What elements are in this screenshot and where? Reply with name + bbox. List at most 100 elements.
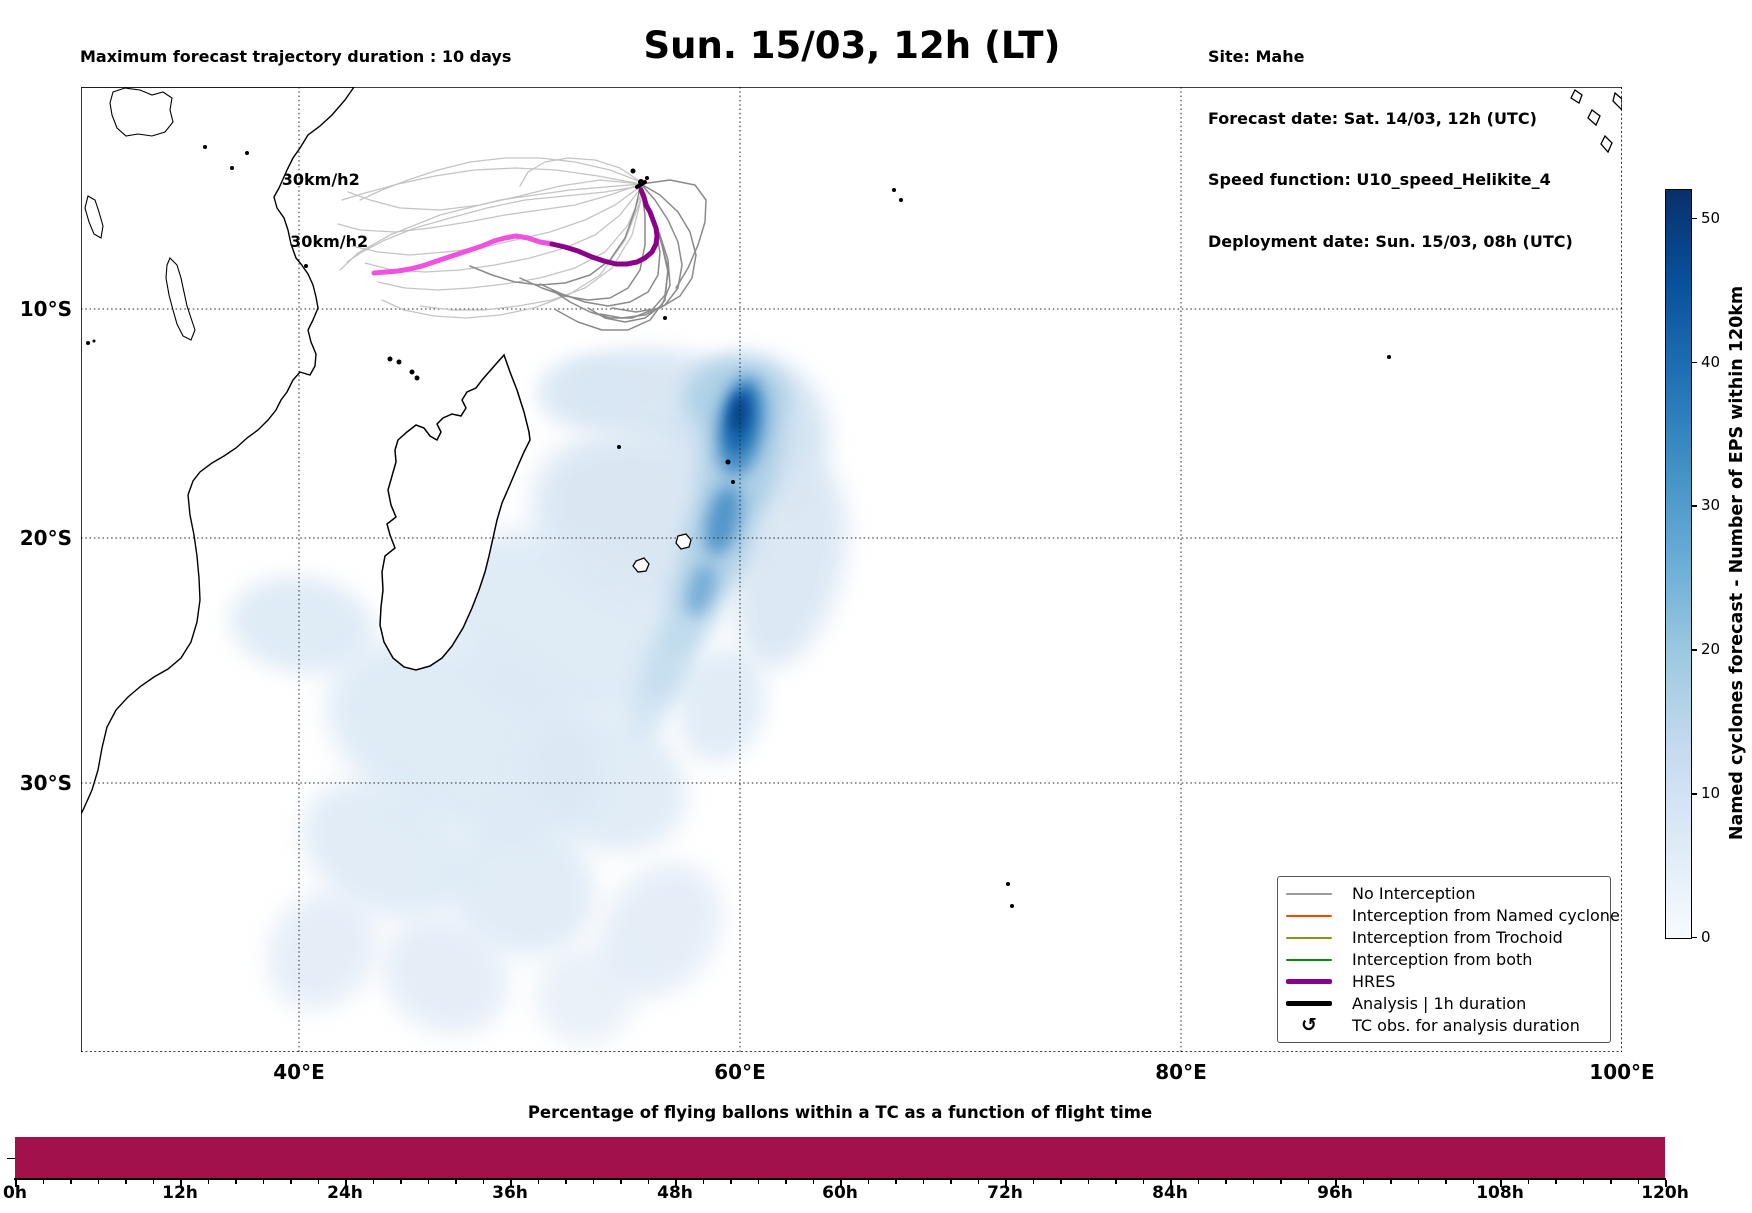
legend-item: ↺ TC obs. for analysis duration bbox=[1286, 1014, 1602, 1036]
legend-item-label: Interception from Trochoid bbox=[1352, 928, 1563, 948]
percentage-bar bbox=[15, 1137, 1665, 1178]
hres-track bbox=[549, 187, 660, 267]
eps-trajectory-light bbox=[351, 185, 642, 256]
island-outline bbox=[1587, 109, 1601, 127]
island-dot bbox=[396, 359, 402, 365]
island-dot bbox=[731, 480, 735, 484]
flight-time-tick-label: 0h bbox=[3, 1183, 27, 1203]
flight-time-minor-tick bbox=[702, 1179, 705, 1184]
flight-time-minor-tick bbox=[537, 1179, 540, 1184]
flight-time-minor-tick bbox=[1637, 1179, 1640, 1184]
eps-trajectory-light bbox=[337, 183, 642, 233]
lake-outline bbox=[84, 195, 104, 239]
legend-line-sample bbox=[1286, 978, 1332, 984]
flight-time-tick-label: 84h bbox=[1152, 1183, 1188, 1203]
legend-line-sample bbox=[1286, 892, 1332, 895]
flight-time-minor-tick bbox=[152, 1179, 155, 1184]
flight-time-tick-label: 36h bbox=[492, 1183, 528, 1203]
island-outline bbox=[1612, 91, 1622, 111]
eps-trajectory-dark bbox=[611, 183, 697, 313]
flight-time-tick-label: 96h bbox=[1317, 1183, 1353, 1203]
island-dot bbox=[645, 176, 649, 180]
figure-title: Sun. 15/03, 12h (LT) bbox=[643, 24, 1061, 67]
flight-time-chart-title: Percentage of flying ballons within a TC… bbox=[527, 1103, 1153, 1122]
lon-tick-label: 80°E bbox=[1155, 1060, 1207, 1084]
island-dot bbox=[725, 459, 731, 465]
colorbar-tick bbox=[1691, 361, 1697, 363]
map-panel: No Interception Interception from Named c… bbox=[81, 87, 1622, 1052]
island-dot bbox=[892, 188, 896, 192]
flight-time-tick-label: 72h bbox=[987, 1183, 1023, 1203]
flight-time-minor-tick bbox=[97, 1179, 100, 1184]
island-dot bbox=[92, 339, 96, 343]
flight-time-minor-tick bbox=[592, 1179, 595, 1184]
flight-time-yaxis-tick bbox=[7, 1157, 15, 1160]
flight-time-minor-tick bbox=[262, 1179, 265, 1184]
flight-time-minor-tick bbox=[1362, 1179, 1365, 1184]
legend-item-label: Analysis | 1h duration bbox=[1352, 993, 1527, 1013]
map-canvas bbox=[81, 87, 1622, 1052]
eps-trajectory-light bbox=[347, 179, 642, 211]
legend-line-swatch bbox=[1286, 936, 1332, 939]
eps-trajectory-light bbox=[519, 157, 642, 187]
flight-time-minor-tick bbox=[1610, 1179, 1612, 1184]
madagascar-coastline bbox=[379, 353, 531, 671]
legend-line-swatch bbox=[1286, 914, 1332, 917]
flight-time-minor-tick bbox=[1115, 1179, 1117, 1184]
flight-time-minor-tick bbox=[455, 1179, 457, 1184]
flight-time-minor-tick bbox=[730, 1179, 732, 1184]
flight-time-major-tick bbox=[840, 1179, 842, 1187]
colorbar-tick bbox=[1691, 649, 1697, 651]
legend-item-label: HRES bbox=[1352, 971, 1396, 991]
island-dot bbox=[409, 369, 415, 375]
flight-time-minor-tick bbox=[1582, 1179, 1585, 1184]
legend-item: Interception from Trochoid bbox=[1286, 927, 1602, 949]
colorbar-tick-label: 50 bbox=[1701, 208, 1721, 227]
eps-trajectory-light bbox=[419, 191, 644, 311]
colorbar-tick-label: 0 bbox=[1701, 928, 1711, 946]
flight-time-minor-tick bbox=[1555, 1179, 1557, 1184]
lon-tick-label: 60°E bbox=[714, 1060, 766, 1084]
island-dot bbox=[630, 168, 636, 174]
map-legend: No Interception Interception from Named c… bbox=[1277, 876, 1620, 1043]
legend-item-label: TC obs. for analysis duration bbox=[1352, 1015, 1580, 1035]
flight-time-minor-tick bbox=[1060, 1179, 1062, 1184]
flight-time-minor-tick bbox=[647, 1179, 650, 1184]
legend-item: Analysis | 1h duration bbox=[1286, 992, 1602, 1014]
flight-time-major-tick bbox=[1335, 1179, 1337, 1187]
info-block-right: Site: Mahe Forecast date: Sat. 14/03, 12… bbox=[1208, 6, 1573, 293]
colorbar-tick bbox=[1691, 793, 1697, 795]
island-dot bbox=[86, 341, 90, 345]
density-blob bbox=[535, 945, 635, 1045]
eps-trajectory-dark bbox=[469, 183, 642, 286]
flight-time-minor-tick bbox=[482, 1179, 485, 1184]
legend-line-swatch bbox=[1286, 1000, 1332, 1006]
tc-obs-marker-icon: ↺ bbox=[1286, 1015, 1332, 1035]
flight-time-minor-tick bbox=[895, 1179, 897, 1184]
flight-time-minor-tick bbox=[757, 1179, 760, 1184]
flight-time-tick-label: 12h bbox=[162, 1183, 198, 1203]
legend-item: HRES bbox=[1286, 970, 1602, 992]
legend-item: Interception from Named cyclone bbox=[1286, 905, 1620, 927]
flight-time-major-tick bbox=[180, 1179, 182, 1187]
eps-trajectory-light bbox=[377, 189, 644, 291]
flight-time-minor-tick bbox=[812, 1179, 815, 1184]
flight-time-minor-tick bbox=[950, 1179, 952, 1184]
info-line-site: Site: Mahe bbox=[1208, 47, 1305, 66]
flight-time-major-tick bbox=[15, 1179, 17, 1187]
legend-item-label: No Interception bbox=[1352, 884, 1476, 904]
flight-time-minor-tick bbox=[125, 1179, 127, 1184]
legend-line-swatch bbox=[1286, 892, 1332, 895]
flight-time-tick-label: 24h bbox=[327, 1183, 363, 1203]
colorbar-tick bbox=[1691, 217, 1697, 220]
lat-tick-label: 20°S bbox=[19, 526, 72, 550]
eps-trajectory-light bbox=[346, 185, 642, 263]
colorbar-label: Named cyclones forecast - Number of EPS … bbox=[1727, 285, 1747, 841]
island-dot bbox=[1006, 882, 1010, 886]
flight-time-tick-label: 48h bbox=[657, 1183, 693, 1203]
flight-time-minor-tick bbox=[977, 1179, 980, 1184]
flight-time-minor-tick bbox=[400, 1179, 402, 1184]
flight-time-minor-tick bbox=[1280, 1179, 1282, 1184]
colorbar-tick bbox=[1691, 505, 1697, 507]
legend-line-sample bbox=[1286, 1000, 1332, 1006]
